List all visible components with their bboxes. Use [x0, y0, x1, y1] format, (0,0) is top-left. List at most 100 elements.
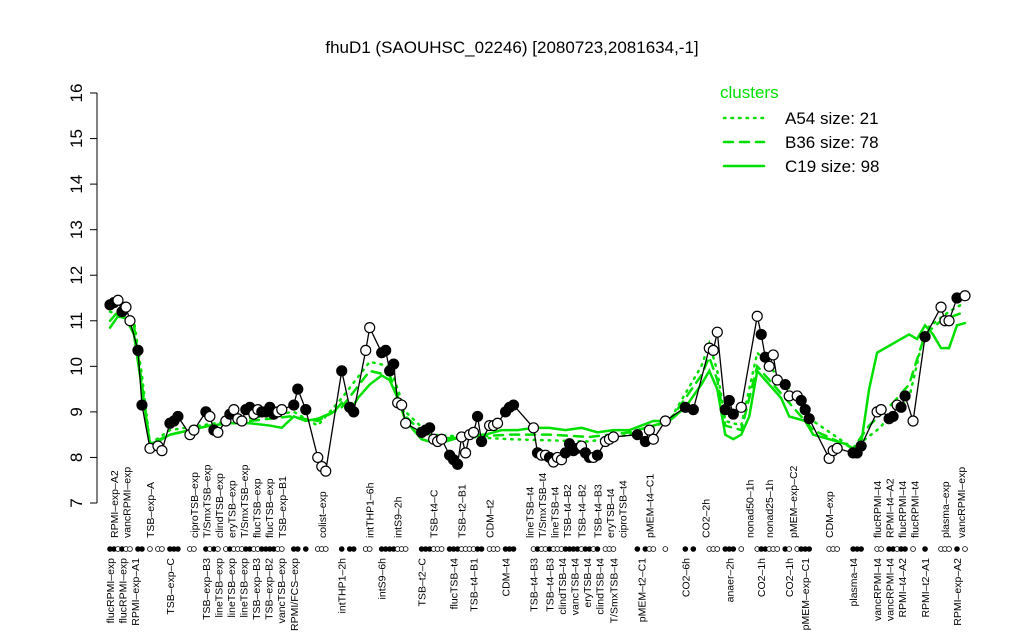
data-point-open [943, 315, 955, 327]
x-tick-label: CDM–t4 [501, 558, 513, 597]
x-tick-label: lineTSB–t4 [550, 486, 562, 538]
data-point-open [959, 290, 971, 302]
data-point-filled [136, 399, 148, 411]
rug-mark [650, 546, 657, 552]
rug-mark [215, 546, 221, 552]
x-tick-label: pMEM–t2–C1 [636, 558, 648, 622]
data-point-open [763, 360, 775, 372]
rug-mark [147, 546, 153, 552]
x-tick-label: flucTSB–exp [264, 478, 276, 538]
y-tick-label: 8 [67, 453, 86, 462]
rug-mark [438, 546, 445, 552]
y-tick-label: 14 [67, 175, 86, 194]
data-point-open [647, 433, 659, 445]
data-point-filled [380, 344, 392, 356]
legend-label: B36 size: 78 [785, 133, 879, 152]
x-tick-label: TSB–t2–B1 [457, 484, 469, 538]
rug-mark [682, 546, 689, 552]
x-tick-label: clindTSB–exp [214, 473, 226, 538]
rug-mark [350, 546, 357, 552]
x-tick-label: RPMI–exp–A2 [109, 470, 121, 538]
x-tick-label: CO2–6h [680, 558, 692, 597]
data-point-filled [631, 429, 643, 441]
x-tick-label: vancRPMI–t4 [885, 558, 897, 621]
rug-mark [510, 546, 517, 552]
x-tick-label: RPMI–t4–A2 [897, 558, 909, 618]
rug-mark [634, 546, 641, 552]
data-point-open [228, 404, 240, 416]
x-tick-label: vancRPMI–exp [956, 467, 968, 538]
x-tick-label: eryTSB–t4 [605, 488, 617, 538]
rug-mark [834, 546, 840, 552]
data-point-open [320, 465, 332, 477]
rug-mark [338, 546, 345, 552]
data-point-filled [899, 390, 911, 402]
rug-mark [494, 546, 501, 552]
y-tick-label: 11 [67, 312, 86, 330]
data-point-filled [803, 413, 815, 425]
x-tick-label: ciproTSB–t4 [617, 480, 629, 538]
x-tick-label: intTHP1–6h [365, 482, 377, 538]
y-tick-label: 12 [67, 266, 86, 285]
x-tick-label: T/SmxTSB–t4 [537, 472, 549, 538]
data-point-filled [887, 410, 899, 423]
x-tick-label: CDM–t2 [485, 499, 497, 538]
rug-mark [159, 546, 165, 552]
x-tick-label: TSB–t4–B2 [562, 484, 574, 538]
x-tick-label: eryTSB–t4 [582, 558, 594, 608]
data-point-open [156, 445, 168, 457]
rug-mark [902, 546, 908, 552]
data-point-open [312, 451, 324, 464]
data-point-open [907, 415, 919, 427]
data-point-open [400, 417, 412, 429]
x-tick-label: CDM–exp [824, 491, 836, 538]
rug-mark [302, 546, 309, 552]
data-point-open [120, 301, 132, 313]
x-tick-label: flucTSB–exp [251, 478, 263, 538]
rug-mark [175, 546, 181, 552]
x-tick-label: CO2–1h [756, 558, 768, 597]
data-point-filled [727, 408, 739, 420]
sample-rug [107, 546, 968, 552]
data-point-open [491, 417, 504, 429]
rug-mark [322, 546, 329, 552]
data-point-open [527, 422, 540, 434]
x-tick-label: ciproTSB–exp [189, 472, 201, 538]
data-point-filled [288, 399, 300, 411]
rug-mark [139, 546, 145, 552]
data-point-filled [451, 458, 464, 470]
data-point-open [751, 310, 763, 322]
rug-mark [946, 546, 952, 552]
rug-mark [922, 546, 928, 552]
rug-mark [294, 546, 301, 552]
x-tick-label: nonad25–1h [764, 479, 776, 538]
x-tick-label: nonad50–1h [744, 479, 756, 538]
x-tick-label: TSB–t4–C [429, 489, 441, 538]
x-tick-label: TSB–t2–C [417, 558, 429, 607]
data-point-open [276, 404, 288, 416]
y-tick-label: 9 [67, 407, 86, 416]
data-point-filled [755, 328, 767, 341]
rug-mark [594, 546, 601, 552]
x-tick-labels: RPMI–exp–A2 vancRPMI–exp TSB–exp–A ciproTSB… [105, 464, 968, 631]
rug-mark [366, 546, 373, 552]
rug-mark [858, 546, 864, 552]
data-point-filled [779, 378, 791, 391]
data-point-filled [507, 399, 520, 411]
legend-label: C19 size: 98 [785, 157, 880, 176]
data-point-open [112, 294, 124, 306]
x-tick-label: TSB–t4–B2 [576, 484, 588, 538]
y-tick-label: 13 [67, 220, 86, 239]
x-tick-label: TSB–exp–B3 [251, 558, 263, 620]
data-point-open [436, 433, 448, 445]
x-tick-label: T/SmxTSB–t4 [608, 558, 620, 624]
data-point-filled [795, 394, 807, 407]
legend-title: clusters [720, 83, 779, 102]
x-tick-label: flucRPMI–exp [105, 558, 117, 624]
data-point-open [467, 426, 480, 438]
data-point-filled [895, 401, 907, 413]
x-tick-label: TSB–t4–B3 [529, 558, 541, 612]
rug-mark [478, 546, 485, 552]
data-point-open [204, 410, 216, 423]
x-tick-label: TSB–t4–B1 [469, 558, 481, 612]
